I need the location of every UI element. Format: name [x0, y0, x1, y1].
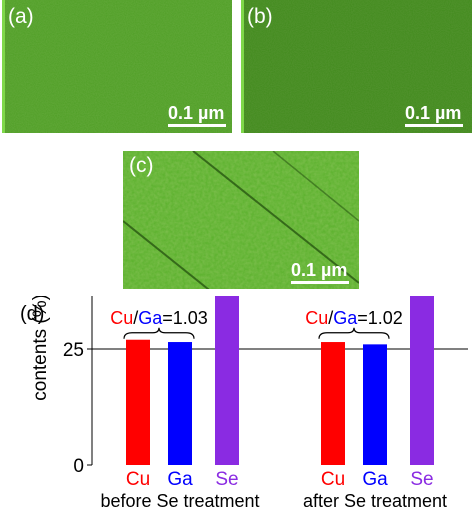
ratio-value: =1.02 [357, 308, 403, 328]
ratio-slash: / [133, 308, 138, 328]
micrograph-panel-a: (a) 0.1 µm [2, 0, 232, 143]
bar-after-se [410, 296, 434, 465]
ratio-cu-ga-label: Cu/Ga=1.03 [110, 308, 208, 328]
category-label-cu: Cu [126, 469, 150, 490]
group-label-before: before Se treatment [100, 491, 259, 511]
micrograph-info-strip [2, 133, 232, 143]
ratio-term-ga: Ga [138, 308, 163, 328]
micrograph-panel-b: (b) 0.1 µm [241, 0, 472, 143]
micrograph-panel-c: (c) 0.1 µm [123, 151, 359, 297]
ratio-term-cu: Cu [110, 308, 133, 328]
scale-bar-label-a: 0.1 µm [168, 103, 225, 123]
panel-label-d: (d) [20, 303, 44, 325]
bar-before-cu [126, 339, 150, 465]
bar-before-ga [168, 342, 192, 465]
y-tick-label-25: 25 [63, 340, 84, 361]
scale-bar-b [405, 124, 463, 127]
bar-after-cu [321, 342, 345, 465]
ratio-value: =1.03 [162, 308, 208, 328]
category-label-cu: Cu [321, 469, 345, 490]
category-label-ga: Ga [167, 469, 193, 490]
micrograph-image-b [241, 0, 472, 143]
ratio-slash: / [328, 308, 333, 328]
scale-bar-label-b: 0.1 µm [405, 103, 462, 123]
category-label-se: Se [215, 469, 238, 490]
bar-before-se [215, 296, 239, 465]
panel-label-a: (a) [8, 5, 34, 28]
panel-label-c: (c) [129, 154, 154, 177]
panel-label-b: (b) [247, 5, 273, 28]
scale-bar-label-c: 0.1 µm [291, 260, 348, 280]
brace-cu-ga [318, 327, 390, 339]
y-axis-label: contents (%) [30, 296, 51, 401]
scale-bar-a [168, 124, 226, 127]
group-label-after: after Se treatment [303, 491, 447, 511]
category-label-ga: Ga [362, 469, 388, 490]
y-tick-label-0: 0 [73, 456, 84, 477]
micrograph-info-strip [241, 133, 472, 143]
micrograph-image-a [2, 0, 232, 143]
scale-bar-c [291, 281, 349, 284]
ratio-cu-ga-label: Cu/Ga=1.02 [305, 308, 403, 328]
micrograph-info-strip [123, 289, 359, 297]
ratio-term-cu: Cu [305, 308, 328, 328]
bar-after-ga [363, 344, 387, 465]
brace-cu-ga [123, 327, 195, 339]
category-label-se: Se [410, 469, 433, 490]
ratio-term-ga: Ga [333, 308, 358, 328]
micrograph-image-c [123, 151, 359, 297]
